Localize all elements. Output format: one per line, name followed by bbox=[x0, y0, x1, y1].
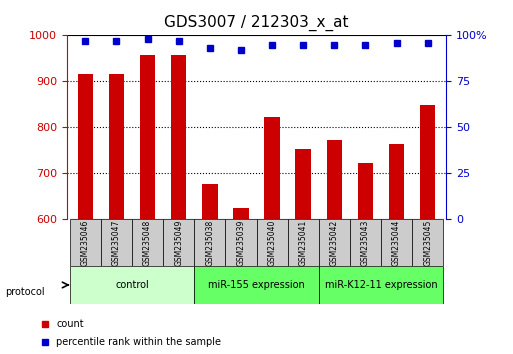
Bar bbox=[77, 74, 93, 219]
FancyBboxPatch shape bbox=[101, 219, 132, 266]
Text: GSM235046: GSM235046 bbox=[81, 219, 90, 266]
Bar bbox=[233, 208, 249, 219]
Bar bbox=[295, 149, 311, 219]
Text: GSM235041: GSM235041 bbox=[299, 219, 308, 266]
Text: control: control bbox=[115, 280, 149, 290]
FancyBboxPatch shape bbox=[194, 219, 225, 266]
Bar bbox=[264, 117, 280, 219]
Bar bbox=[171, 55, 187, 219]
FancyBboxPatch shape bbox=[381, 219, 412, 266]
Bar bbox=[420, 105, 436, 219]
Bar bbox=[389, 143, 404, 219]
Text: GSM235049: GSM235049 bbox=[174, 219, 183, 266]
Text: GSM235042: GSM235042 bbox=[330, 219, 339, 266]
Text: GSM235043: GSM235043 bbox=[361, 219, 370, 266]
FancyBboxPatch shape bbox=[163, 219, 194, 266]
Bar bbox=[109, 74, 124, 219]
Text: miR-155 expression: miR-155 expression bbox=[208, 280, 305, 290]
Text: GSM235040: GSM235040 bbox=[268, 219, 277, 266]
FancyBboxPatch shape bbox=[412, 219, 443, 266]
Title: GDS3007 / 212303_x_at: GDS3007 / 212303_x_at bbox=[164, 15, 349, 31]
FancyBboxPatch shape bbox=[225, 219, 256, 266]
FancyBboxPatch shape bbox=[256, 219, 288, 266]
Text: GSM235038: GSM235038 bbox=[205, 219, 214, 266]
FancyBboxPatch shape bbox=[132, 219, 163, 266]
Text: count: count bbox=[56, 319, 84, 329]
Text: percentile rank within the sample: percentile rank within the sample bbox=[56, 337, 221, 347]
FancyBboxPatch shape bbox=[350, 219, 381, 266]
FancyBboxPatch shape bbox=[319, 219, 350, 266]
FancyBboxPatch shape bbox=[288, 219, 319, 266]
Text: GSM235039: GSM235039 bbox=[236, 219, 245, 266]
Text: protocol: protocol bbox=[5, 287, 45, 297]
FancyBboxPatch shape bbox=[70, 266, 194, 304]
Bar bbox=[202, 184, 218, 219]
Bar bbox=[140, 55, 155, 219]
FancyBboxPatch shape bbox=[194, 266, 319, 304]
FancyBboxPatch shape bbox=[319, 266, 443, 304]
FancyBboxPatch shape bbox=[70, 219, 101, 266]
Bar bbox=[326, 140, 342, 219]
Bar bbox=[358, 163, 373, 219]
Text: GSM235048: GSM235048 bbox=[143, 219, 152, 266]
Text: GSM235047: GSM235047 bbox=[112, 219, 121, 266]
Text: miR-K12-11 expression: miR-K12-11 expression bbox=[325, 280, 437, 290]
Text: GSM235044: GSM235044 bbox=[392, 219, 401, 266]
Text: GSM235045: GSM235045 bbox=[423, 219, 432, 266]
